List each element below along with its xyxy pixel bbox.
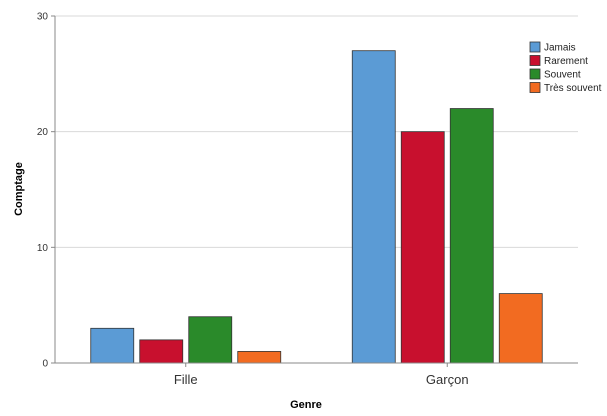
tick-labels: 0 10 20 30 Fille Garçon bbox=[37, 12, 469, 388]
x-tick-label-0: Fille bbox=[174, 372, 198, 387]
axes bbox=[51, 15, 578, 367]
legend-label-2: Souvent bbox=[544, 70, 581, 81]
legend-swatch-1 bbox=[529, 55, 541, 66]
y-tick-label-20: 20 bbox=[37, 127, 49, 138]
bars bbox=[90, 50, 543, 364]
bar-garçon-jamais bbox=[351, 50, 396, 364]
bar-garçon-très-souvent bbox=[498, 293, 543, 364]
legend-label-3: Très souvent bbox=[544, 83, 602, 94]
y-tick-label-10: 10 bbox=[37, 243, 49, 254]
bar-garçon-rarement bbox=[400, 131, 445, 364]
y-tick-label-0: 0 bbox=[42, 359, 48, 370]
gridlines bbox=[55, 15, 578, 248]
legend-label-0: Jamais bbox=[544, 43, 576, 54]
bar-fille-très-souvent bbox=[237, 351, 282, 364]
bar-garçon-souvent bbox=[449, 108, 494, 364]
y-axis-title: Comptage bbox=[13, 162, 25, 216]
legend-swatch-0 bbox=[529, 41, 541, 53]
legend-swatch-3 bbox=[529, 82, 541, 93]
bar-fille-jamais bbox=[90, 327, 135, 364]
legend-label-1: Rarement bbox=[544, 56, 588, 67]
bar-fille-souvent bbox=[188, 316, 233, 364]
y-tick-label-30: 30 bbox=[37, 12, 49, 23]
x-axis-title: Genre bbox=[290, 399, 322, 411]
x-tick-label-1: Garçon bbox=[426, 372, 469, 387]
legend: Jamais Rarement Souvent Très souvent bbox=[529, 41, 602, 94]
legend-swatch-2 bbox=[529, 68, 541, 80]
bar-fille-rarement bbox=[139, 339, 184, 364]
